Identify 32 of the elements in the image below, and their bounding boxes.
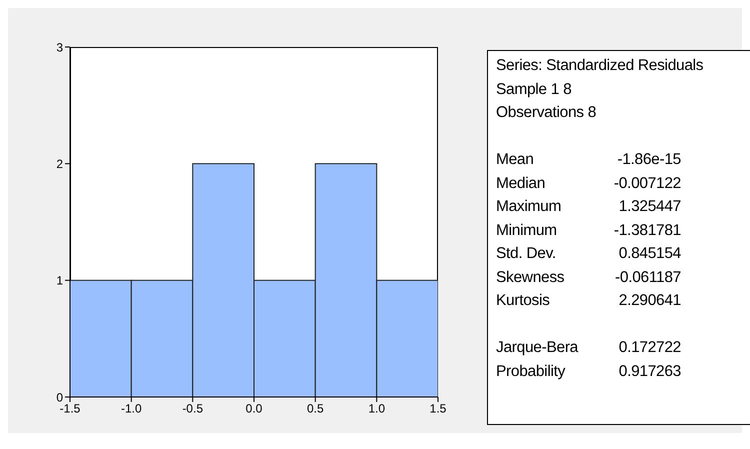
- text: -1.86e-15: [616, 151, 682, 170]
- y-tick-label: 1: [56, 274, 64, 288]
- text: Probability: [496, 362, 566, 382]
- text: Median: [496, 174, 546, 194]
- x-tick-label: 0.5: [306, 402, 324, 416]
- text: Std. Dev.: [496, 245, 557, 264]
- text: -1.381781: [612, 222, 682, 240]
- text: Maximum: [496, 198, 562, 217]
- y-tick-label: 0: [56, 390, 64, 404]
- text: 2.290641: [618, 292, 682, 311]
- text: Observations 8: [496, 104, 598, 123]
- text: Kurtosis: [496, 292, 551, 311]
- text: 1.325447: [618, 198, 682, 217]
- text: Jarque-Bera: [496, 339, 580, 358]
- text: Mean: [496, 151, 535, 170]
- y-tick-label: 3: [56, 40, 64, 54]
- x-tick-label: 1.5: [430, 402, 447, 416]
- text: 0.172722: [618, 339, 682, 358]
- text: Sample 1 8: [496, 80, 572, 100]
- text: Skewness: [496, 268, 566, 288]
- text: 0.917263: [618, 362, 682, 382]
- text: Series: Standardized Residuals: [496, 57, 704, 76]
- text: Minimum: [496, 222, 558, 240]
- x-tick-label: -0.5: [182, 402, 204, 416]
- text: 0.845154: [618, 245, 682, 264]
- x-tick-label: -1.0: [120, 402, 142, 416]
- x-tick-label: 0.0: [246, 402, 263, 416]
- x-tick-label: -1.5: [60, 402, 81, 416]
- x-tick-label: 1.0: [368, 402, 386, 416]
- y-tick-label: 2: [56, 156, 64, 171]
- text: -0.061187: [614, 268, 682, 288]
- text: -0.007122: [612, 174, 682, 194]
